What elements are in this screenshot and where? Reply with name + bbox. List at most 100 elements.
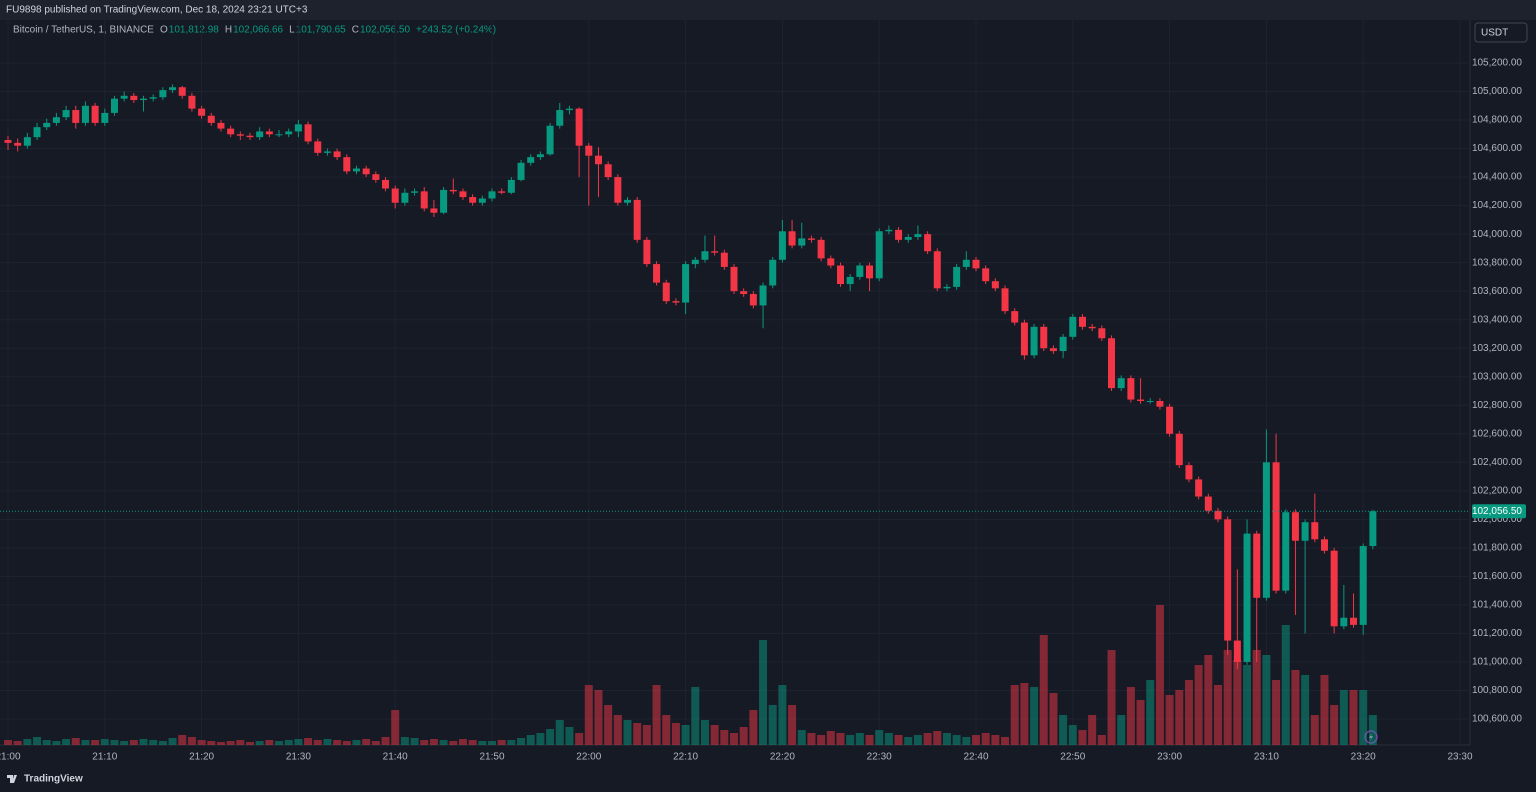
candle-body (991, 281, 999, 289)
candle-body (643, 239, 651, 265)
volume-bar (110, 740, 119, 745)
volume-bar (62, 739, 71, 745)
volume-bar (313, 740, 322, 745)
y-tick-label: 104,600.00 (1472, 143, 1522, 154)
currency-button[interactable] (1474, 22, 1528, 43)
candle-body (962, 259, 970, 267)
candle-body (846, 276, 854, 285)
candle-body (1040, 326, 1048, 349)
candle-body (14, 142, 22, 146)
y-tick-label: 103,200.00 (1472, 343, 1522, 354)
volume-bar (546, 729, 555, 745)
volume-bar (458, 739, 467, 745)
volume-bar (807, 733, 816, 745)
volume-bar (1262, 655, 1271, 745)
candle-body (624, 199, 632, 203)
candle-body (81, 105, 89, 123)
candle-body (1195, 479, 1203, 497)
candle-body (769, 259, 777, 286)
volume-bar (400, 737, 409, 745)
candle-body (507, 179, 515, 193)
header-bar (0, 0, 1536, 20)
candle-body (1020, 322, 1028, 356)
candle-body (498, 191, 506, 193)
candle-body (1311, 522, 1319, 540)
y-tick-label: 103,800.00 (1472, 257, 1522, 268)
candle-body (52, 117, 60, 123)
volume-bar (23, 739, 32, 745)
candle-body (236, 134, 244, 136)
candle-body (749, 294, 757, 306)
volume-bar (952, 735, 961, 745)
volume-bar (381, 737, 390, 745)
volume-bar (1243, 665, 1252, 745)
volume-bar (836, 733, 845, 745)
candle-body (478, 198, 486, 203)
volume-bar (507, 740, 516, 745)
candle-body (91, 105, 99, 123)
volume-bar (681, 725, 690, 745)
volume-bar (13, 741, 22, 745)
y-tick-label: 102,200.00 (1472, 485, 1522, 496)
volume-bar (1107, 650, 1116, 745)
y-tick-label: 104,800.00 (1472, 115, 1522, 126)
candle-body (1175, 433, 1183, 466)
y-tick-label: 102,600.00 (1472, 428, 1522, 439)
candle-body (227, 128, 235, 135)
candle-body (1233, 640, 1241, 662)
candle-body (207, 115, 215, 123)
candle-body (294, 124, 302, 132)
volume-bar (129, 740, 138, 745)
candle-body (1069, 316, 1077, 337)
volume-bar (1126, 687, 1135, 745)
candle-body (904, 236, 912, 240)
candle-body (256, 131, 264, 138)
candle-body (101, 112, 109, 123)
candle-body (159, 90, 167, 98)
candle-body (178, 87, 186, 96)
y-tick-label: 101,200.00 (1472, 628, 1522, 639)
candle-body (1108, 338, 1116, 389)
y-tick-label: 105,200.00 (1472, 58, 1522, 69)
candle-body (420, 191, 428, 209)
volume-bar (265, 740, 274, 745)
candle-body (110, 98, 118, 113)
candle-body (372, 174, 380, 180)
volume-bar (671, 723, 680, 745)
x-tick-label: 21:30 (286, 752, 311, 763)
x-tick-label: 22:10 (673, 752, 698, 763)
candle-body (614, 177, 622, 203)
candle-body (604, 164, 612, 178)
candle-body (836, 265, 844, 285)
candle-body (285, 131, 293, 135)
volume-bar (42, 740, 51, 745)
candle-body (1098, 328, 1106, 339)
volume-bar (933, 731, 942, 745)
volume-bar (1175, 690, 1184, 745)
x-tick-label: 23:00 (1157, 752, 1182, 763)
candle-body (275, 134, 283, 136)
candle-body (556, 110, 564, 126)
y-tick-label: 102,400.00 (1472, 457, 1522, 468)
volume-bar (168, 738, 177, 745)
volume-bar (1194, 665, 1203, 745)
volume-bar (1301, 675, 1310, 745)
candle-body (798, 238, 806, 246)
volume-bar (1049, 693, 1058, 745)
volume-bar (1039, 635, 1048, 745)
volume-bar (865, 735, 874, 745)
legend-l: 101,790.65 (296, 25, 346, 36)
candle-body (188, 95, 196, 109)
header-text: FU9898 published on TradingView.com, Dec… (6, 5, 308, 16)
volume-bar (52, 741, 61, 745)
volume-bar (788, 705, 797, 745)
candle-body (1088, 326, 1096, 329)
currency-label: USDT (1481, 28, 1508, 39)
y-tick-label: 105,000.00 (1472, 86, 1522, 97)
candle-body (856, 265, 864, 277)
candle-body (730, 266, 738, 292)
volume-bar (942, 733, 951, 745)
candle-body (382, 179, 390, 189)
candle-body (469, 197, 477, 203)
